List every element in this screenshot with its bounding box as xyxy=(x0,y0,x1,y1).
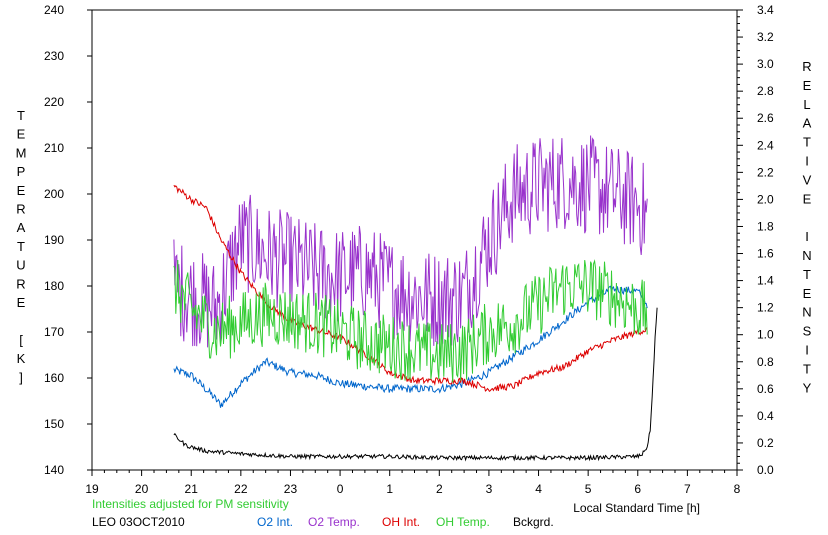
series-line-bckgrd xyxy=(173,307,658,462)
x-tick-label: 20 xyxy=(135,482,149,496)
x-tick-label: 21 xyxy=(185,482,199,496)
x-tick-label: 3 xyxy=(486,482,493,496)
right-tick-label: 0.2 xyxy=(757,436,774,450)
right-axis-label-letter: N xyxy=(802,305,811,320)
x-tick-label: 23 xyxy=(284,482,298,496)
right-axis-label-letter: I xyxy=(805,154,809,169)
right-axis-label-letter: A xyxy=(803,116,812,131)
left-axis-label-letter: P xyxy=(17,164,26,179)
right-axis-label-letter: E xyxy=(803,191,812,206)
right-axis-label-letter: T xyxy=(803,135,811,150)
right-tick-label: 0.0 xyxy=(757,463,774,477)
x-tick-label: 1 xyxy=(386,482,393,496)
left-tick-label: 160 xyxy=(44,371,64,385)
left-axis-label-letter: M xyxy=(16,145,27,160)
right-tick-label: 3.2 xyxy=(757,30,774,44)
left-tick-label: 220 xyxy=(44,95,64,109)
left-axis-label-letter: T xyxy=(17,239,25,254)
right-axis-label-letter: I xyxy=(805,343,809,358)
right-tick-label: 1.8 xyxy=(757,219,774,233)
x-axis-label: Local Standard Time [h] xyxy=(573,501,700,515)
x-tick-label: 4 xyxy=(535,482,542,496)
right-axis-label-letter: E xyxy=(803,286,812,301)
left-tick-label: 210 xyxy=(44,141,64,155)
right-tick-label: 1.6 xyxy=(757,247,774,261)
right-tick-label: 2.6 xyxy=(757,111,774,125)
left-axis-label-letter: E xyxy=(17,295,26,310)
x-tick-label: 8 xyxy=(734,482,741,496)
right-axis-ticks: 0.0 0.2 0.4 0.6 0.8 1.0 1.2 1.4 1.6 1.8 2.0 2.2 2.4 2… xyxy=(737,3,774,477)
legend-entry: O2 Temp. xyxy=(308,515,360,529)
x-tick-label: 6 xyxy=(634,482,641,496)
left-tick-label: 240 xyxy=(44,3,64,17)
right-tick-label: 1.2 xyxy=(757,301,774,315)
left-tick-label: 170 xyxy=(44,325,64,339)
left-axis-label-letter: K xyxy=(17,351,26,366)
right-axis-label-letter: L xyxy=(803,97,810,112)
left-axis-label-letter: U xyxy=(16,258,25,273)
right-tick-label: 2.4 xyxy=(757,138,774,152)
series-line-o2-temp xyxy=(173,135,648,350)
series-line-o2-int xyxy=(173,285,648,408)
left-axis-label-letter: R xyxy=(16,276,25,291)
left-axis-label-letter: T xyxy=(17,108,25,123)
right-tick-label: 2.2 xyxy=(757,165,774,179)
left-axis-label-letter: [ xyxy=(19,332,23,347)
right-tick-label: 2.0 xyxy=(757,192,774,206)
x-tick-label: 22 xyxy=(234,482,248,496)
chart-note: Intensities adjusted for PM sensitivity xyxy=(92,497,289,511)
left-tick-label: 230 xyxy=(44,49,64,63)
right-axis-label-letter: R xyxy=(802,59,811,74)
left-tick-label: 180 xyxy=(44,279,64,293)
left-axis-label-letter: ] xyxy=(19,370,23,385)
series-layer xyxy=(173,135,658,462)
left-axis-label-letter: E xyxy=(17,183,26,198)
right-tick-label: 0.8 xyxy=(757,355,774,369)
right-axis-label-letter: S xyxy=(803,324,812,339)
right-tick-label: 0.4 xyxy=(757,409,774,423)
legend-entry: OH Int. xyxy=(382,515,420,529)
right-tick-label: 1.4 xyxy=(757,274,774,288)
right-axis-label-letter: T xyxy=(803,361,811,376)
right-axis-label-letter: I xyxy=(805,229,809,244)
left-axis-label-letter: R xyxy=(16,202,25,217)
right-axis-label-letter: N xyxy=(802,248,811,263)
right-tick-label: 1.0 xyxy=(757,328,774,342)
series-line-oh-temp xyxy=(173,259,648,383)
x-tick-label: 2 xyxy=(436,482,443,496)
right-axis-label-letter: Y xyxy=(803,380,812,395)
left-tick-label: 190 xyxy=(44,233,64,247)
left-axis-label-letter: A xyxy=(17,220,26,235)
x-axis-ticks: 19 20 21 22 23 0 1 2 3 4 5 6 7 8 xyxy=(85,470,741,496)
left-tick-label: 140 xyxy=(44,463,64,477)
x-tick-label: 0 xyxy=(337,482,344,496)
legend-entry: O2 Int. xyxy=(257,515,293,529)
right-axis-label-letter: E xyxy=(803,78,812,93)
legend-entry: OH Temp. xyxy=(436,515,490,529)
legend-entry: Bckgrd. xyxy=(513,515,554,529)
legend: O2 Int. O2 Temp. OH Int. OH Temp. Bckgrd. xyxy=(257,515,554,529)
right-axis-label-letter: V xyxy=(803,172,812,187)
right-tick-label: 3.0 xyxy=(757,57,774,71)
left-tick-label: 150 xyxy=(44,417,64,431)
left-axis-label-letter: E xyxy=(17,127,26,142)
x-tick-label: 7 xyxy=(684,482,691,496)
left-axis-ticks: 140 150 160 170 180 190 200 210 220 230 240 xyxy=(44,3,92,477)
left-tick-label: 200 xyxy=(44,187,64,201)
station-label: LEO 03OCT2010 xyxy=(92,515,185,529)
x-tick-label: 19 xyxy=(85,482,99,496)
right-tick-label: 2.8 xyxy=(757,84,774,98)
right-tick-label: 3.4 xyxy=(757,3,774,17)
x-tick-label: 5 xyxy=(585,482,592,496)
right-axis-label-letter: T xyxy=(803,267,811,282)
right-tick-label: 0.6 xyxy=(757,382,774,396)
